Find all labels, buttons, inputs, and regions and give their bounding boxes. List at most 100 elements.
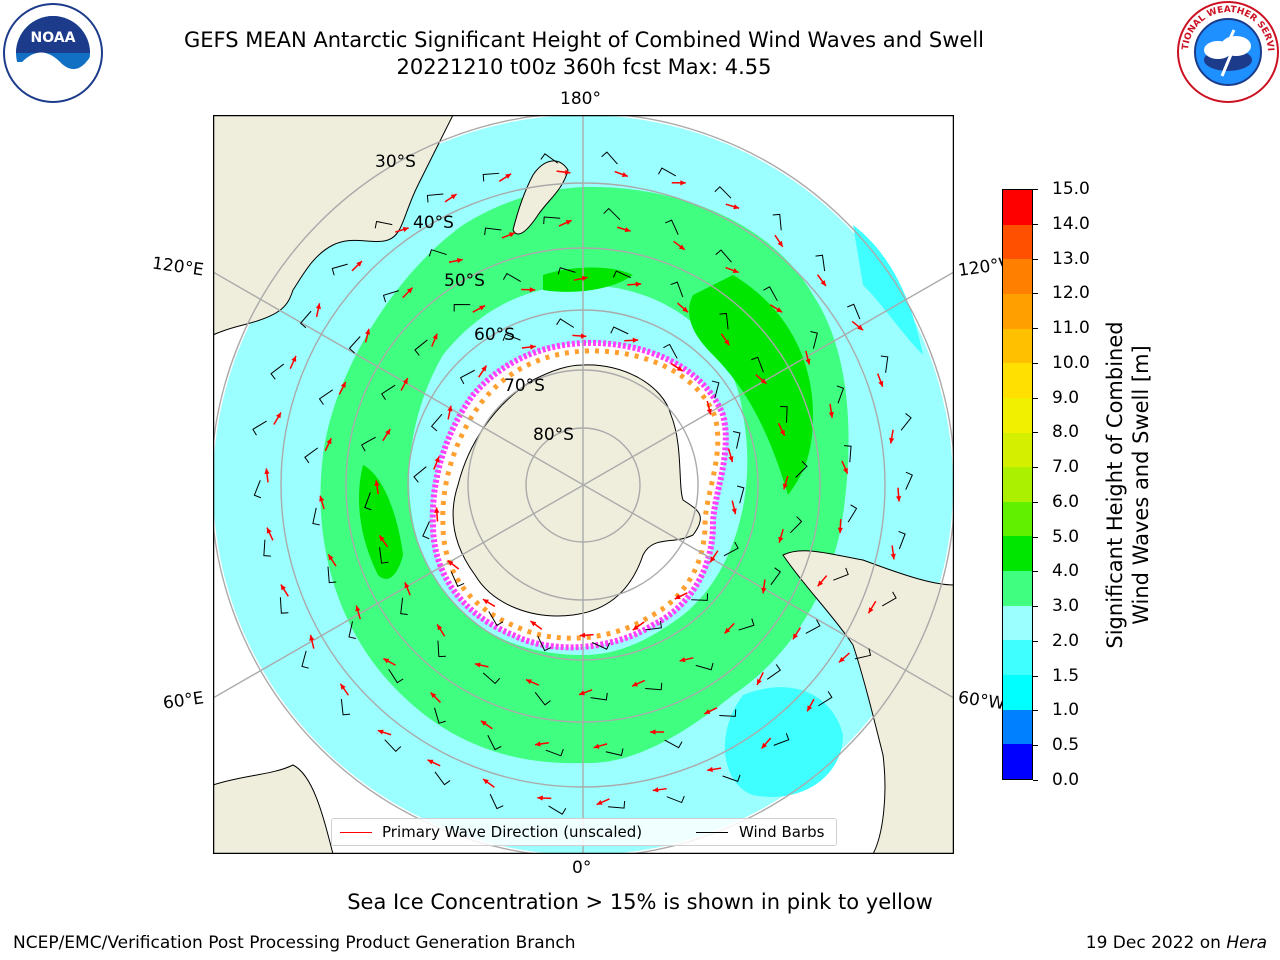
wind-barb	[610, 326, 629, 335]
wind-barb	[379, 547, 389, 564]
wind-barb	[388, 668, 404, 684]
colorbar-segment	[1003, 293, 1032, 329]
wind-barb	[608, 801, 626, 809]
wind-barb	[348, 621, 356, 639]
wave-direction-arrowhead	[650, 729, 656, 735]
wind-barb	[770, 567, 781, 586]
colorbar-segment	[1003, 605, 1032, 641]
wind-barb	[844, 445, 852, 463]
wave-direction-arrowhead	[596, 800, 603, 805]
wave-direction-arrowhead	[817, 580, 824, 587]
wave-direction-arrowhead	[792, 633, 798, 640]
legend-wave-swatch	[340, 832, 372, 833]
wind-barb	[437, 640, 446, 658]
wind-barb	[543, 216, 561, 225]
wave-direction-arrowhead	[474, 662, 481, 668]
wave-direction-arrowhead	[676, 366, 683, 372]
colorbar-tick	[1033, 467, 1038, 469]
colorbar-tick-label: 12.0	[1052, 283, 1090, 304]
wave-direction-arrowhead	[430, 692, 437, 699]
colorbar-tick	[1033, 501, 1038, 503]
noaa-logo: NOAA	[3, 3, 103, 103]
wind-barb	[795, 460, 808, 478]
wave-direction-arrowhead	[280, 584, 286, 591]
colorbar-tick	[1033, 223, 1038, 225]
wave-direction-arrowhead	[621, 172, 628, 177]
wind-barb	[612, 270, 632, 279]
wind-barb	[723, 541, 739, 557]
wave-direction-arrowhead	[564, 169, 571, 175]
lat-label-80s: 80°S	[533, 425, 574, 445]
colorbar-segment	[1003, 362, 1032, 398]
wind-barb	[381, 384, 396, 401]
wave-direction-arrowhead	[680, 180, 686, 186]
wave-direction-arrowhead	[508, 232, 515, 238]
colorbar-segment	[1003, 639, 1032, 676]
colorbar-tick	[1033, 710, 1038, 712]
wave-direction-arrowhead	[724, 627, 731, 634]
wind-barb	[400, 597, 408, 615]
colorbar-tick-label: 5.0	[1052, 526, 1080, 547]
wave-height-map	[212, 114, 955, 855]
wave-direction-arrowhead	[482, 599, 489, 605]
wind-barb	[663, 343, 678, 359]
wind-barb	[780, 405, 788, 423]
colorbar-tick	[1033, 745, 1038, 747]
wind-barb	[805, 619, 821, 634]
wind-barb	[645, 682, 663, 691]
wind-barb	[763, 286, 778, 302]
wave-direction-arrowhead	[328, 554, 334, 561]
wind-barb	[847, 504, 858, 523]
wind-barb	[738, 618, 755, 631]
africa-land	[213, 764, 334, 854]
wave-direction-arrowhead	[481, 365, 487, 372]
wind-barb	[670, 281, 684, 298]
colorbar-title-line2: Wind Waves and Swell [m]	[1129, 345, 1153, 625]
wind-barb	[422, 521, 430, 540]
south-america-land	[782, 550, 954, 854]
colorbar-segment	[1003, 466, 1032, 502]
wave-direction-arrowhead	[402, 226, 409, 232]
wave-direction-arrowhead	[707, 766, 713, 773]
wave-direction-arrowhead	[456, 258, 463, 264]
colorbar-segment	[1003, 570, 1032, 606]
lon-label-60e: 60°E	[161, 688, 206, 714]
wind-barb	[312, 507, 320, 526]
wind-barb	[434, 771, 451, 786]
wave-direction-arrowhead	[447, 405, 453, 412]
wind-barb	[645, 620, 662, 631]
wave-direction-arrowhead	[437, 624, 443, 631]
wave-direction-arrowhead	[731, 508, 737, 515]
colorbar-segment	[1003, 709, 1032, 745]
map-title: GEFS MEAN Antarctic Significant Height o…	[183, 28, 985, 52]
wind-barb	[361, 436, 376, 452]
wind-barb	[664, 739, 683, 749]
wave-direction-arrowhead	[479, 305, 486, 311]
wind-barb	[711, 380, 720, 399]
wind-barb	[340, 698, 351, 716]
wave-direction-arrowhead	[264, 468, 270, 475]
colorbar-segment	[1003, 397, 1032, 433]
swh-4-5m-core	[689, 275, 813, 495]
wave-direction-arrowhead	[266, 527, 272, 534]
wave-direction-arrowhead	[505, 173, 512, 179]
wind-barb	[736, 485, 745, 504]
wind-barb	[715, 249, 732, 263]
colorbar-tick	[1033, 362, 1038, 364]
wave-direction-arrowhead	[761, 742, 768, 749]
colorbar-tick-label: 7.0	[1052, 457, 1080, 478]
colorbar-tick	[1033, 571, 1038, 573]
wave-direction-arrowhead	[896, 496, 902, 502]
wind-barb	[279, 597, 289, 614]
wave-direction-arrowhead	[778, 536, 784, 543]
legend-wave-label: Primary Wave Direction (unscaled)	[382, 823, 643, 841]
colorbar-tick	[1033, 189, 1038, 190]
wind-barb	[905, 471, 913, 490]
date-text: 19 Dec 2022 on Hera	[1086, 933, 1267, 953]
wave-direction-arrowhead	[580, 333, 587, 339]
nws-logo: NATIONAL WEATHER SERVICE	[1176, 0, 1279, 103]
wave-direction-arrowhead	[593, 743, 600, 749]
wind-barb	[545, 749, 564, 757]
legend-barb-label: Wind Barbs	[739, 823, 825, 841]
wind-barb	[252, 420, 267, 436]
